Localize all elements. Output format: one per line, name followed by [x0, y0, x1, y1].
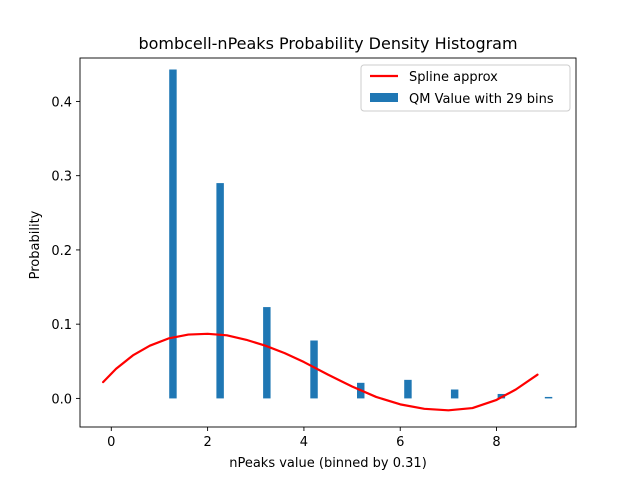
plot-frame: [79, 57, 577, 428]
y-tick-label: 0.1: [51, 318, 72, 333]
x-axis-label: nPeaks value (binned by 0.31): [229, 456, 427, 471]
histogram-bar: [310, 340, 318, 399]
axes-layer: 0 2 4 6 8 0.0 0.1 0.2 0.3 0.4: [51, 57, 577, 450]
x-tick-label: 8: [492, 435, 500, 450]
legend-bar-swatch: [370, 93, 398, 102]
legend-spline-label: Spline approx: [409, 70, 498, 85]
y-axis-label: Probability: [28, 210, 43, 279]
x-tick-label: 4: [300, 435, 308, 450]
x-tick-label: 2: [203, 435, 211, 450]
y-tick-label: 0.4: [51, 95, 72, 110]
legend-bar-label: QM Value with 29 bins: [409, 92, 554, 107]
legend-frame: [360, 64, 571, 112]
histogram-bar: [169, 69, 177, 399]
spline-layer: [102, 332, 539, 412]
histogram-bar: [216, 183, 224, 399]
chart-title: bombcell-nPeaks Probability Density Hist…: [138, 34, 517, 53]
y-tick-label: 0.2: [51, 244, 72, 259]
y-tick-label: 0.3: [51, 170, 72, 185]
x-tick-label: 0: [107, 435, 115, 450]
histogram-bar: [544, 396, 553, 399]
x-tick-label: 6: [396, 435, 404, 450]
spline-line: [102, 332, 539, 412]
histogram-bar: [450, 389, 459, 399]
legend: Spline approx QM Value with 29 bins: [360, 64, 571, 112]
histogram-bar: [404, 379, 412, 399]
histogram-bar: [263, 307, 271, 399]
y-tick-label: 0.0: [51, 392, 72, 407]
